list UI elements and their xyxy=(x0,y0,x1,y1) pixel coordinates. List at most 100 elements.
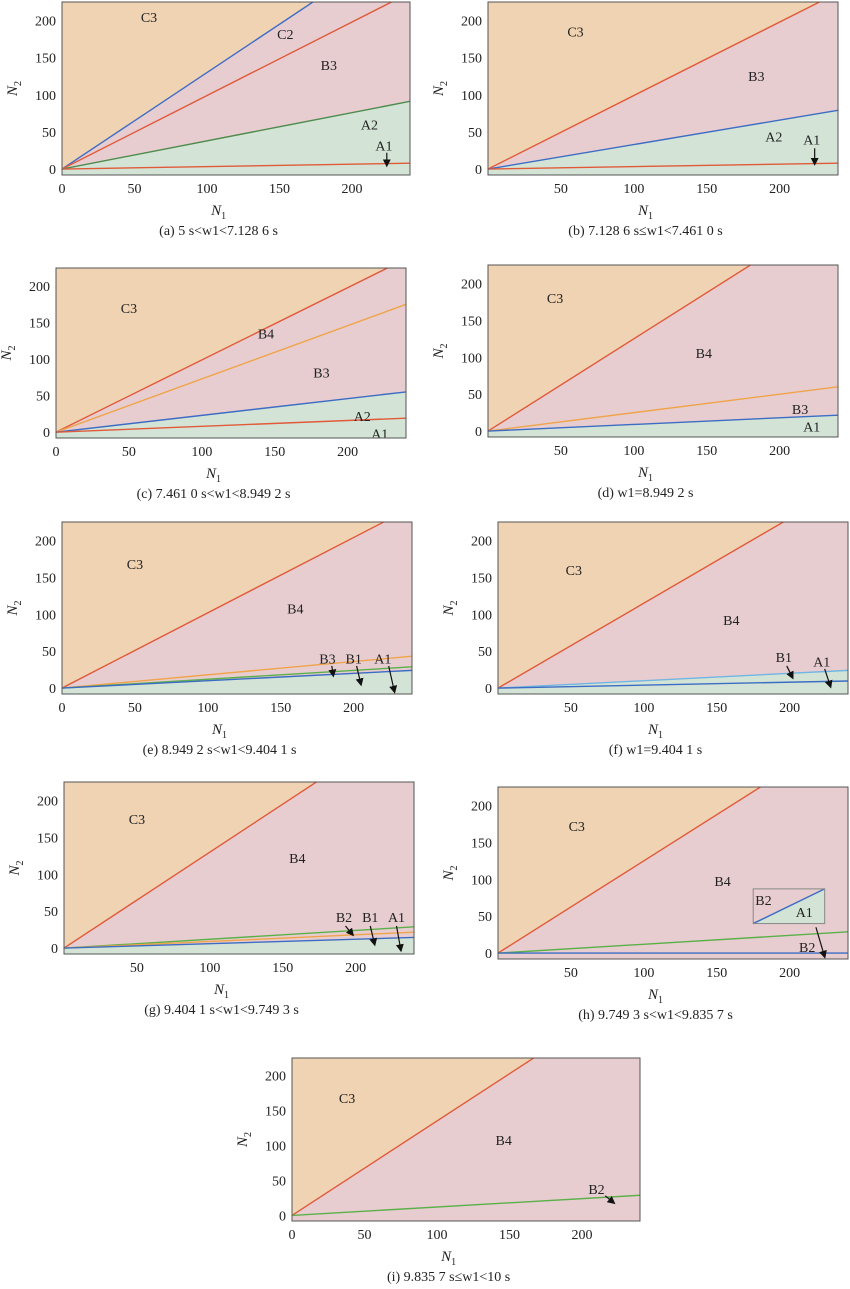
y-tick-label: 0 xyxy=(475,163,482,178)
plot-frame xyxy=(487,264,839,438)
x-tick-label: 200 xyxy=(337,445,358,460)
region-label: C3 xyxy=(566,564,582,579)
region-label: C3 xyxy=(121,302,137,317)
boundary-line-2 xyxy=(498,931,848,954)
x-tick-label: 100 xyxy=(623,182,644,197)
chart-panel-5: C3 B4 B3 B1 A1 0 50 100 150 200 0 50 100 150 200 N1 N2 (e… xyxy=(5,521,413,758)
y-tick-label: 100 xyxy=(461,351,482,366)
pointer-arrow xyxy=(786,665,794,680)
y-tick-label: 150 xyxy=(29,317,50,332)
region-label: C3 xyxy=(129,813,145,828)
y-tick-label: 150 xyxy=(461,314,482,329)
boundary-line-3 xyxy=(488,162,838,170)
x-tick-label: 100 xyxy=(633,701,654,716)
region-a xyxy=(488,110,838,175)
x-tick-label: 0 xyxy=(59,701,66,716)
region-label: A1 xyxy=(388,911,405,926)
x-tick-label: 150 xyxy=(706,966,727,981)
x-tick-label: 50 xyxy=(554,444,568,459)
y-axis-label: N2 xyxy=(431,343,450,359)
region-label: C3 xyxy=(127,558,143,573)
x-tick-label: 100 xyxy=(427,1228,448,1243)
x-tick-label: 150 xyxy=(269,182,290,197)
plot-frame xyxy=(487,1,839,176)
chart-panel-8: C3 B4 B2 A1 B2 50 100 150 200 0 50 100 150 200 N1 N2 (h)… xyxy=(441,786,849,1023)
panel-caption: (c) 7.461 0 s<w1<8.949 2 s xyxy=(137,487,291,502)
x-tick-label: 200 xyxy=(342,182,363,197)
chart-panel-1: C3 C2 B3 A2 A1 0 50 100 150 200 0 50 100 150 200 N1 N2 (a… xyxy=(5,1,411,239)
y-tick-label: 150 xyxy=(461,52,482,67)
x-tick-label: 200 xyxy=(769,182,790,197)
x-tick-label: 0 xyxy=(59,182,66,197)
x-tick-label: 50 xyxy=(130,961,144,976)
x-tick-label: 50 xyxy=(128,701,142,716)
boundary-line-3 xyxy=(64,931,414,949)
x-tick-label: 150 xyxy=(696,182,717,197)
region-label: B4 xyxy=(714,875,730,890)
boundary-line-1 xyxy=(488,2,821,170)
x-tick-label: 100 xyxy=(199,961,220,976)
region-a xyxy=(56,391,406,438)
region-label: B3 xyxy=(319,653,335,668)
chart-panel-7: C3 B4 B2 B1 A1 50 100 150 200 0 50 100 150 200 N1 N2 (g)… xyxy=(7,781,415,1018)
y-axis-label: N2 xyxy=(235,1132,254,1148)
y-tick-label: 100 xyxy=(461,89,482,104)
x-tick-label: 50 xyxy=(564,701,578,716)
x-tick-label: 150 xyxy=(499,1228,520,1243)
boundary-line-1 xyxy=(292,1058,535,1216)
boundary-line-4 xyxy=(56,417,406,433)
region-a xyxy=(488,415,838,437)
boundary-line-2 xyxy=(64,926,414,949)
y-tick-label: 50 xyxy=(42,645,56,660)
y-axis-label: N2 xyxy=(441,865,460,881)
region-label: B4 xyxy=(496,1134,512,1149)
pointer-arrow xyxy=(369,925,378,947)
y-tick-label: 50 xyxy=(42,126,56,141)
boundary-line-2 xyxy=(56,303,406,433)
region-label: C3 xyxy=(569,820,585,835)
y-tick-label: 100 xyxy=(35,608,56,623)
pointer-arrow xyxy=(344,925,355,937)
y-tick-label: 150 xyxy=(35,52,56,67)
region-a xyxy=(498,670,848,694)
region-label: A1 xyxy=(371,428,388,443)
boundary-line-4 xyxy=(62,162,410,170)
panel-caption: (f) w1=9.404 1 s xyxy=(609,743,702,758)
y-tick-label: 0 xyxy=(279,1209,286,1224)
x-axis-label: N1 xyxy=(205,466,221,485)
region-label: B4 xyxy=(289,852,305,867)
region-label: A1 xyxy=(796,906,813,921)
y-tick-label: 0 xyxy=(43,426,50,441)
pointer-arrow xyxy=(824,668,833,689)
x-tick-label: 100 xyxy=(633,966,654,981)
inset-box xyxy=(752,888,826,925)
region-label: B4 xyxy=(287,602,303,617)
y-tick-label: 50 xyxy=(36,390,50,405)
x-axis-label: N1 xyxy=(637,203,653,222)
y-tick-label: 100 xyxy=(29,353,50,368)
region-a xyxy=(64,937,414,954)
y-tick-label: 0 xyxy=(485,947,492,962)
panel-caption: (i) 9.835 7 s≤w1<10 s xyxy=(387,1270,510,1285)
x-tick-label: 150 xyxy=(264,445,285,460)
x-axis-label: N1 xyxy=(440,1249,456,1268)
boundary-line-3 xyxy=(488,414,838,432)
region-label: A1 xyxy=(803,421,820,436)
x-tick-label: 200 xyxy=(572,1228,593,1243)
x-tick-label: 100 xyxy=(197,182,218,197)
y-tick-label: 200 xyxy=(461,277,482,292)
y-tick-label: 50 xyxy=(478,910,492,925)
panel-caption: (b) 7.128 6 s≤w1<7.461 0 s xyxy=(568,224,722,239)
region-label: C2 xyxy=(277,28,293,43)
region-label: B1 xyxy=(776,651,792,666)
region-label: B2 xyxy=(799,941,815,956)
region-label: A2 xyxy=(354,410,371,425)
x-tick-label: 50 xyxy=(128,182,142,197)
x-tick-label: 100 xyxy=(623,444,644,459)
region-a xyxy=(62,670,412,694)
y-tick-label: 150 xyxy=(35,571,56,586)
region-label: B1 xyxy=(362,911,378,926)
boundary-line-1 xyxy=(62,522,386,689)
chart-panel-9: C3 B4 B2 0 50 100 150 200 0 50 100 150 200 N1 N2 (i) 9.… xyxy=(235,1057,641,1285)
